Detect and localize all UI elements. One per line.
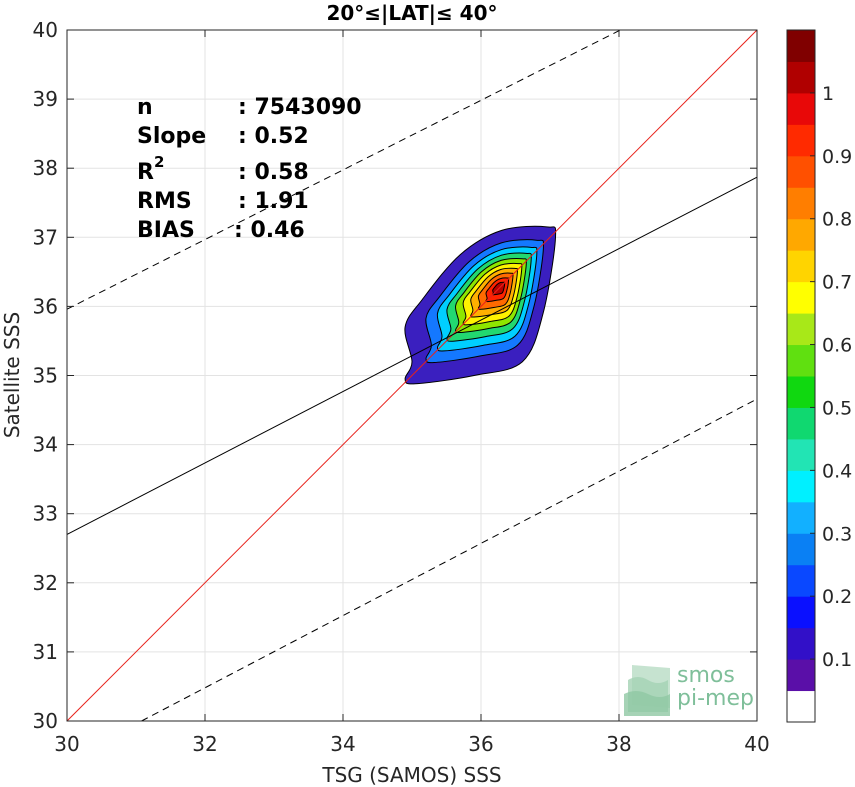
colorbar-segment [787,344,815,377]
upper-bound-line [66,29,621,310]
colorbar-segment [787,250,815,283]
logo-text-pimep: pi-mep [677,686,754,711]
colorbar [786,29,816,723]
y-axis-label: Satellite SSS [0,312,24,438]
lower-bound-line [141,398,758,722]
reference-lines [66,29,758,722]
colorbar-segment [787,659,815,692]
y-tick-label: 32 [33,571,58,595]
colorbar-border [786,29,816,723]
colorbar-tick-label: 0.8 [822,209,852,231]
colorbar-tick-label: 1 [822,83,834,105]
colorbar-segment [787,376,815,408]
colorbar-tick-label: 0.5 [822,397,852,419]
colorbar-segment [787,596,815,629]
colorbar-tick-label: 0.9 [822,146,852,168]
y-tick-label: 39 [33,87,58,111]
x-tick-label: 34 [330,732,355,756]
y-tick-label: 34 [33,433,58,457]
colorbar-segment [787,438,815,471]
colorbar-segment [787,564,815,597]
colorbar-segment [787,281,815,314]
x-tick-label: 40 [744,732,769,756]
stat-value-rms: : 1.91 [238,189,309,214]
x-tick-label: 32 [192,732,217,756]
x-tick-label: 30 [54,732,79,756]
colorbar-segment [787,470,815,503]
smos-pi-mep-logo: smos pi-mep [624,663,754,716]
colorbar-segment [787,533,815,566]
y-tick-label: 37 [33,225,58,249]
colorbar-segment [787,30,815,62]
y-axis-ticks: 30 31 32 33 34 35 36 37 38 39 40 [33,18,757,733]
regression-line [66,176,758,535]
x-axis-ticks: 30 32 34 36 38 40 [54,30,770,756]
colorbar-tick-label: 0.4 [822,460,852,482]
colorbar-tick-label: 0.3 [822,523,852,545]
x-tick-label: 36 [468,732,493,756]
stat-value-r2: : 0.58 [238,160,309,185]
colorbar-segment [787,690,815,723]
y-tick-label: 31 [33,640,58,664]
stat-value-n: : 7543090 [238,95,362,120]
x-tick-label: 38 [606,732,631,756]
colorbar-segment [787,627,815,660]
stat-value-bias: : 0.46 [234,218,305,243]
y-tick-label: 33 [33,502,58,526]
y-tick-label: 30 [33,709,58,733]
chart-title: 20°≤|LAT|≤ 40° [326,1,497,25]
stats-panel: n : 7543090 Slope : 0.52 R2 : 0.58 RMS :… [137,95,362,243]
colorbar-ticks: 0.1 0.2 0.3 0.4 0.5 0.6 0.7 0.8 0.9 1 [810,83,852,671]
stat-label-slope: Slope [137,124,206,149]
stat-label-r2: R2 [137,153,164,185]
y-tick-label: 35 [33,364,58,388]
y-tick-label: 36 [33,294,58,318]
colorbar-segment [787,501,815,534]
stat-label-n: n [137,95,153,120]
y-tick-label: 38 [33,156,58,180]
logo-text-smos: smos [677,663,735,688]
colorbar-tick-label: 0.1 [822,649,852,671]
colorbar-segment [787,187,815,220]
colorbar-segment [787,218,815,251]
colorbar-segment [787,124,815,157]
y-tick-label: 40 [33,18,58,42]
colorbar-segment [787,92,815,125]
colorbar-tick-label: 0.6 [822,335,852,357]
colorbar-segment [787,407,815,440]
stat-label-rms: RMS [137,189,192,214]
colorbar-segment [787,155,815,188]
one-to-one-line [66,29,758,722]
colorbar-segment [787,61,815,94]
stat-value-slope: : 0.52 [238,124,309,149]
x-axis-label: TSG (SAMOS) SSS [321,763,501,787]
stat-label-bias: BIAS [137,218,195,243]
colorbar-segment [787,313,815,346]
colorbar-tick-label: 0.7 [822,272,852,294]
colorbar-tick-label: 0.2 [822,586,852,608]
